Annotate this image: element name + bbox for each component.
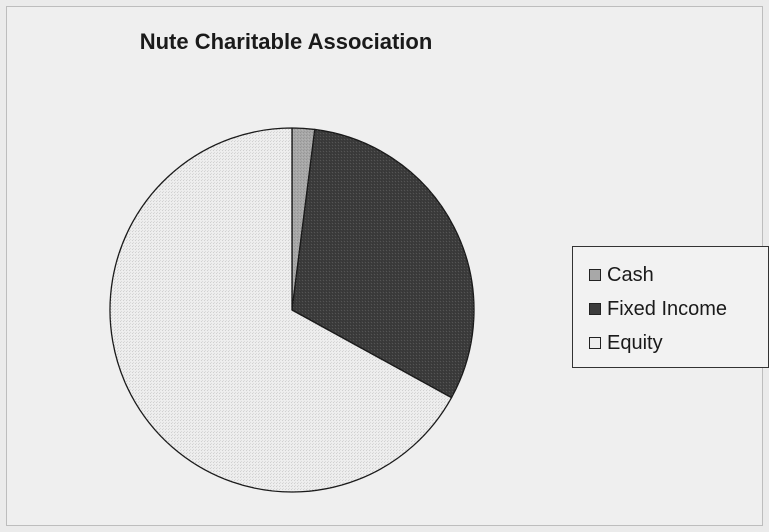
pie-slice-texture-equity	[110, 128, 452, 492]
chart-title: Nute Charitable Association	[139, 29, 433, 54]
legend-label-cash: Cash	[607, 263, 654, 286]
legend-label-equity: Equity	[607, 331, 663, 354]
legend-swatch-fixed-income	[589, 303, 601, 315]
legend-swatch-equity	[589, 337, 601, 349]
legend-item-fixed-income: Fixed Income	[589, 292, 768, 326]
legend-item-equity: Equity	[589, 326, 768, 360]
pie-slice-texture-fixed-income	[292, 129, 474, 398]
legend: Cash Fixed Income Equity	[572, 246, 769, 368]
legend-label-fixed-income: Fixed Income	[607, 297, 728, 320]
legend-item-cash: Cash	[589, 258, 768, 292]
legend-swatch-cash	[589, 269, 601, 281]
